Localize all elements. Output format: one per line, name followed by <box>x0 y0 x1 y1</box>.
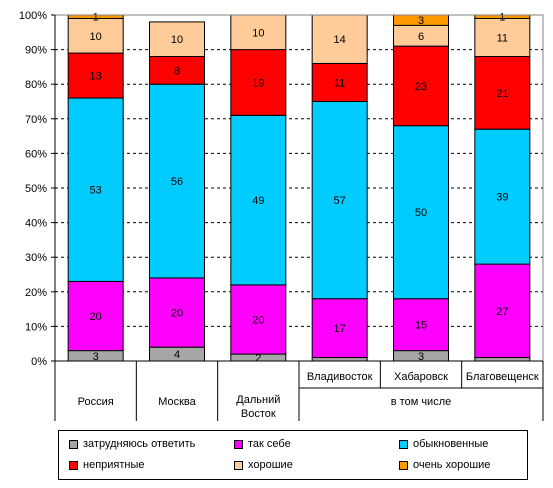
bar-segment <box>474 128 531 265</box>
group-label: в том числе <box>391 396 451 408</box>
data-label: 15 <box>415 320 427 332</box>
data-label: 20 <box>90 311 102 323</box>
y-tick-label: 80% <box>25 79 47 91</box>
bar-segment <box>311 14 368 64</box>
legend-item: обыкновенные <box>399 438 488 450</box>
y-tick-label: 40% <box>25 218 47 230</box>
bar-segment <box>67 52 124 99</box>
legend-label: так себе <box>248 438 291 450</box>
legend-swatch <box>234 460 243 470</box>
bar-segment <box>230 49 287 116</box>
legend-label: обыкновенные <box>413 438 489 450</box>
legend-item: неприятные <box>69 459 145 471</box>
data-label: 2 <box>255 353 261 365</box>
y-tick-label: 30% <box>25 252 47 264</box>
data-label: 10 <box>90 31 102 43</box>
legend: затрудняюсь ответить так себе обыкновенные… <box>58 430 528 480</box>
y-tick-label: 100% <box>19 10 47 22</box>
data-label: 57 <box>334 195 346 207</box>
y-tick-label: 20% <box>25 287 47 299</box>
category-label: Дальний <box>236 394 280 406</box>
legend-item: хорошие <box>234 459 293 471</box>
data-label: 20 <box>252 314 264 326</box>
bar-segment <box>149 21 205 58</box>
data-label: 19 <box>252 77 264 89</box>
data-label: 50 <box>415 207 427 219</box>
data-label: 27 <box>496 306 508 318</box>
data-label: 13 <box>90 71 102 83</box>
data-label: 10 <box>171 34 183 46</box>
legend-swatch <box>399 439 408 449</box>
bar-segment <box>474 357 531 362</box>
data-label: 11 <box>497 32 508 44</box>
y-tick-label: 0% <box>31 356 47 368</box>
data-label: 3 <box>418 15 424 27</box>
category-label: Восток <box>241 408 276 420</box>
legend-item: очень хорошие <box>399 459 490 471</box>
legend-item: затрудняюсь ответить <box>69 438 195 450</box>
data-label: 23 <box>415 81 427 93</box>
bar-segment <box>230 114 287 286</box>
y-tick-label: 70% <box>25 114 47 126</box>
bar-segment <box>311 101 368 300</box>
bar-segment <box>67 280 124 352</box>
data-label: 11 <box>334 77 345 89</box>
y-tick-label: 90% <box>25 45 47 57</box>
legend-label: затрудняюсь ответить <box>83 438 196 450</box>
data-label: 1 <box>93 12 99 24</box>
bar-segment <box>311 298 368 359</box>
bar-segment <box>393 45 449 127</box>
bar-segment <box>311 357 368 362</box>
legend-item: так себе <box>234 438 291 450</box>
legend-swatch <box>69 460 78 470</box>
data-label: 10 <box>252 27 264 39</box>
y-tick-label: 10% <box>25 321 47 333</box>
bar-segment <box>474 56 531 130</box>
data-label: 3 <box>418 351 424 363</box>
legend-swatch <box>234 439 243 449</box>
legend-swatch <box>399 460 408 470</box>
bar-segment <box>474 263 531 359</box>
bars-layer: 3205313101420568102204919101757111431550… <box>67 12 531 365</box>
data-label: 53 <box>90 185 102 197</box>
category-label: Москва <box>158 396 196 408</box>
bar-segment <box>230 284 287 355</box>
category-label: Благовещенск <box>466 371 539 383</box>
data-label: 8 <box>174 65 180 77</box>
bar-segment <box>393 298 449 352</box>
bar-segment <box>393 125 449 300</box>
category-label: Владивосток <box>307 371 373 383</box>
data-label: 4 <box>174 349 180 361</box>
bar-segment <box>311 62 368 102</box>
bar-segment <box>149 277 205 348</box>
legend-swatch <box>69 439 78 449</box>
data-label: 56 <box>171 176 183 188</box>
data-label: 20 <box>171 308 183 320</box>
y-tick-label: 50% <box>25 183 47 195</box>
data-label: 6 <box>418 31 424 43</box>
data-label: 21 <box>496 88 508 100</box>
x-axis: Россия Москва Дальний Восток Владивосток Хаба… <box>54 361 544 421</box>
legend-label: неприятные <box>83 459 145 471</box>
stacked-bar-chart: 3205313101420568102204919101757111431550… <box>19 10 544 421</box>
data-label: 14 <box>334 34 346 46</box>
legend-label: очень хорошие <box>413 459 491 471</box>
data-label: 39 <box>496 192 508 204</box>
category-label: Хабаровск <box>394 371 448 383</box>
y-axis: 0% 10% 20% 30% 40% 50% 60% 70% 80% 90% 100% <box>19 10 55 368</box>
y-tick-label: 60% <box>25 148 47 160</box>
legend-label: хорошие <box>248 459 293 471</box>
data-label: 17 <box>334 323 346 335</box>
category-label: Россия <box>78 396 114 408</box>
data-label: 3 <box>93 351 99 363</box>
data-label: 1 <box>499 12 505 24</box>
bar-segment <box>149 83 205 279</box>
gridlines <box>55 49 543 327</box>
bar-segment <box>67 17 124 54</box>
data-label: 49 <box>252 195 264 207</box>
